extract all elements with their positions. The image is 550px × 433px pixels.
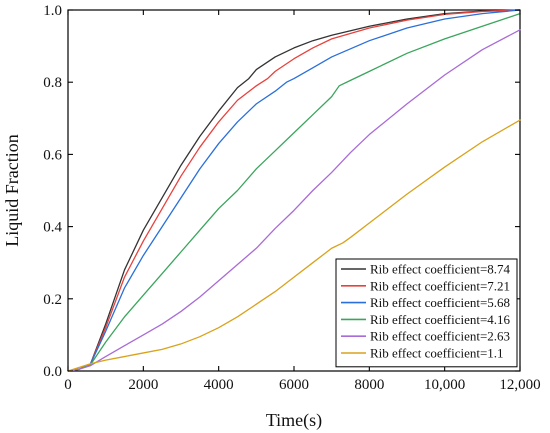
legend-label-6: Rib effect coefficient=1.1	[370, 346, 504, 361]
legend-box	[335, 258, 518, 368]
x-axis-title: Time(s)	[266, 410, 322, 431]
legend-label-1: Rib effect coefficient=8.74	[370, 262, 511, 277]
x-tick-label: 2000	[128, 377, 158, 393]
series-line-1	[67, 9, 521, 372]
series-layer	[67, 9, 521, 372]
legend-label-5: Rib effect coefficient=2.63	[370, 329, 510, 344]
x-tick-label: 4000	[204, 377, 234, 393]
x-tick-label: 10,000	[424, 377, 465, 393]
x-tick-label: 12,000	[499, 377, 540, 393]
x-tick-label: 8000	[354, 377, 384, 393]
series-line-4	[67, 12, 521, 372]
y-tick-label: 0.4	[43, 220, 62, 236]
y-tick-label: 1.0	[43, 3, 62, 19]
axes-layer: 0 2000 4000 6000 8000 10,000 12,000 0.0 0.2 0.4 0.…	[43, 3, 540, 393]
legend-label-4: Rib effect coefficient=4.16	[370, 312, 511, 327]
series-line-3	[67, 9, 521, 372]
series-line-2	[67, 9, 521, 372]
y-axis-title: Liquid Fraction	[2, 134, 22, 246]
x-tick-label: 0	[64, 377, 72, 393]
y-tick-label: 0.2	[43, 292, 62, 308]
series-line-6	[67, 119, 521, 372]
x-tick-label: 6000	[279, 377, 309, 393]
y-tick-label: 0.6	[43, 147, 62, 163]
y-tick-label: 0.0	[43, 364, 62, 380]
legend-label-2: Rib effect coefficient=7.21	[370, 278, 510, 293]
legend-label-3: Rib effect coefficient=5.68	[370, 295, 510, 310]
series-line-5	[67, 29, 521, 372]
y-tick-label: 0.8	[43, 75, 62, 91]
